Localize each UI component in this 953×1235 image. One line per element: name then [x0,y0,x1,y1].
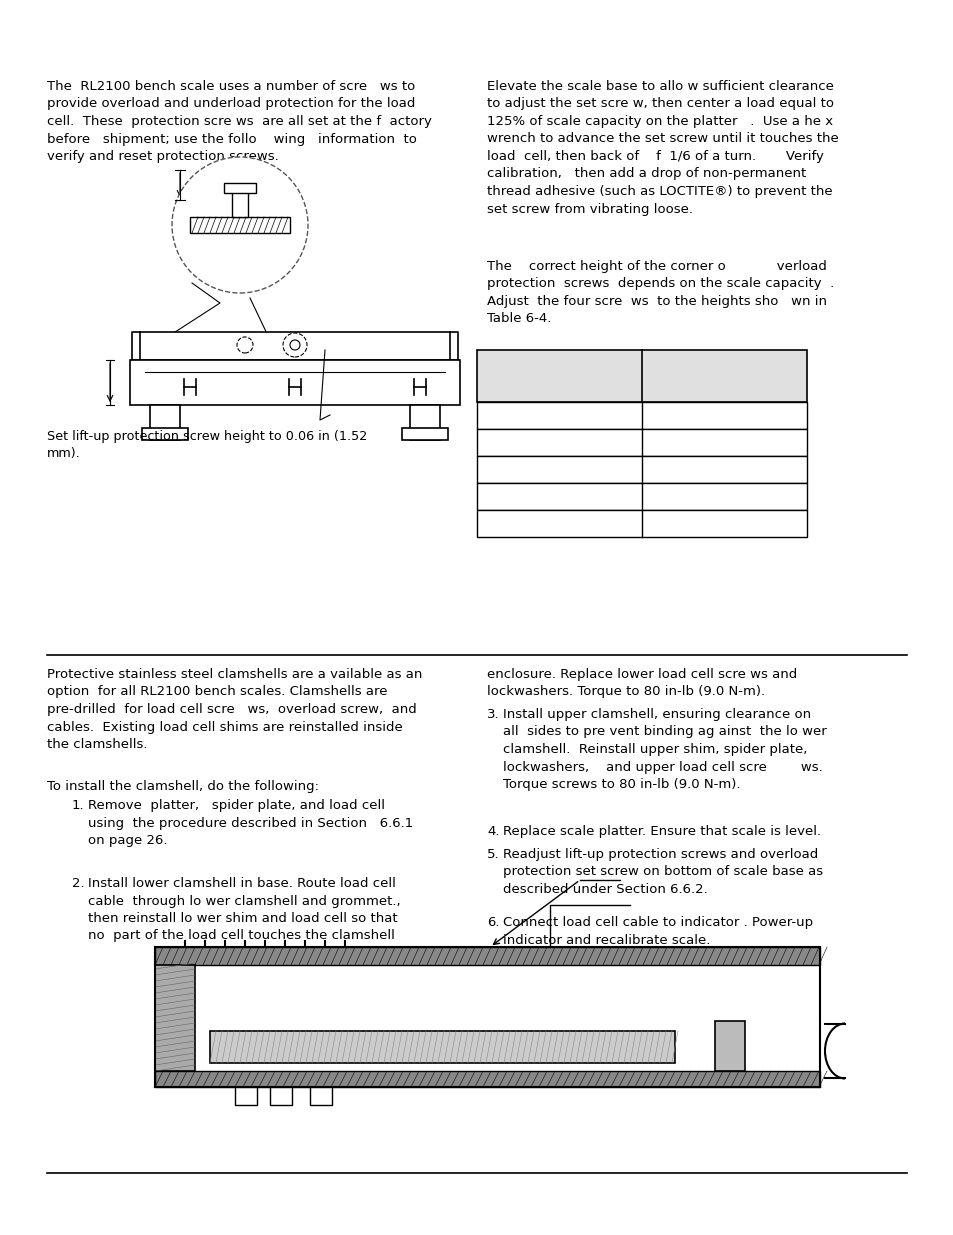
Text: The  RL2100 bench scale uses a number of scre   ws to
provide overload and under: The RL2100 bench scale uses a number of … [47,80,432,163]
Text: Connect load cell cable to indicator . Power-up
indicator and recalibrate scale.: Connect load cell cable to indicator . P… [502,916,812,946]
Text: 5.: 5. [486,848,499,861]
Bar [130,359,459,405]
Bar [476,510,806,537]
Bar [476,429,806,456]
Bar [476,350,806,403]
Bar [232,189,248,217]
Bar [150,405,180,440]
Text: Replace scale platter. Ensure that scale is level.: Replace scale platter. Ensure that scale… [502,825,821,839]
Text: enclosure. Replace lower load cell scre ws and
lockwashers. Torque to 80 in-lb (: enclosure. Replace lower load cell scre … [486,668,797,699]
Text: 1.: 1. [71,799,85,811]
Circle shape [283,333,307,357]
Text: The    correct height of the corner o            verload
protection  screws  dep: The correct height of the corner o verlo… [486,261,833,326]
Bar [270,1087,292,1105]
Text: Install upper clamshell, ensuring clearance on
all  sides to pre vent binding ag: Install upper clamshell, ensuring cleara… [502,708,826,790]
Bar [154,1071,820,1087]
Bar [224,183,255,193]
Text: Install lower clamshell in base. Route load cell
cable  through lo wer clamshell: Install lower clamshell in base. Route l… [88,877,400,942]
Text: Protective stainless steel clamshells are a vailable as an
option  for all RL210: Protective stainless steel clamshells ar… [47,668,422,751]
Bar [476,456,806,483]
Bar [154,965,194,1071]
Bar [142,429,188,440]
Bar [154,947,820,965]
Circle shape [290,340,299,350]
Bar [476,483,806,510]
Text: 2.: 2. [71,877,85,890]
Circle shape [172,157,308,293]
Text: Set lift-up protection screw height to 0.06 in (1.52
mm).: Set lift-up protection screw height to 0… [47,430,367,461]
Bar [410,405,439,440]
Bar [234,1087,256,1105]
Text: 6.: 6. [486,916,499,929]
Bar [714,1021,744,1071]
Bar [401,429,448,440]
Bar [476,403,806,429]
Text: To install the clamshell, do the following:: To install the clamshell, do the followi… [47,781,318,793]
Text: 4.: 4. [486,825,499,839]
Text: Elevate the scale base to allo w sufficient clearance
to adjust the set scre w, : Elevate the scale base to allo w suffici… [486,80,838,215]
Text: Remove  platter,   spider plate, and load cell
using  the procedure described in: Remove platter, spider plate, and load c… [88,799,413,847]
Bar [154,965,820,1071]
Circle shape [236,337,253,353]
Text: 3.: 3. [486,708,499,721]
Bar [190,217,290,233]
Text: Readjust lift-up protection screws and overload
protection set screw on bottom o: Readjust lift-up protection screws and o… [502,848,822,897]
Bar [140,332,450,359]
Bar [210,1031,675,1063]
Bar [310,1087,332,1105]
